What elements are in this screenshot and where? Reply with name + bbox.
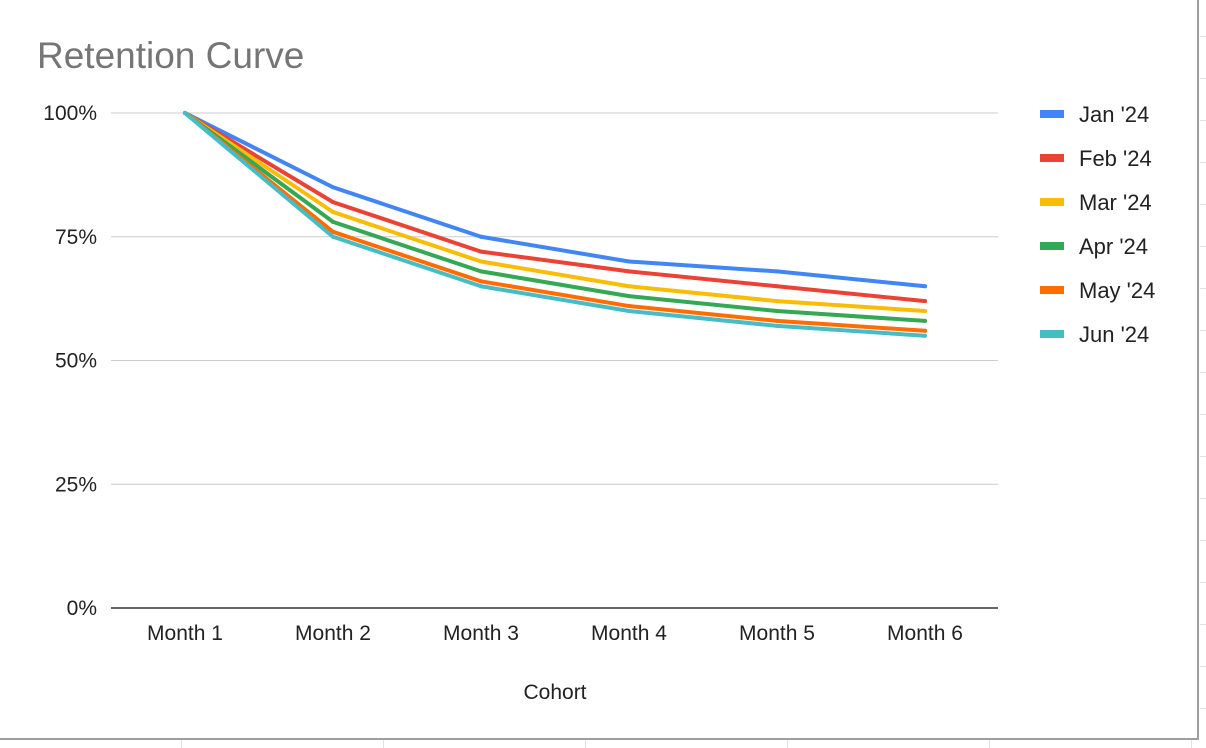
sheet-row-divider (1200, 204, 1206, 205)
sheet-row-divider (1200, 246, 1206, 247)
data-point[interactable] (479, 284, 483, 289)
data-point[interactable] (627, 309, 631, 313)
legend-swatch (1040, 330, 1064, 338)
legend-swatch (1040, 242, 1064, 250)
sheet-row-divider (1200, 78, 1206, 79)
data-point[interactable] (923, 328, 927, 333)
series-1[interactable] (183, 111, 927, 289)
x-tick-label: Month 2 (295, 622, 371, 645)
sheet-row-divider (1200, 666, 1206, 667)
data-point[interactable] (331, 219, 335, 224)
sheet-row-divider (1200, 540, 1206, 541)
sheet-row-divider (1200, 330, 1206, 331)
sheet-row-divider (1200, 456, 1206, 457)
sheet-row-divider (1200, 498, 1206, 499)
sheet-row-divider (1200, 414, 1206, 415)
series-5[interactable] (183, 111, 927, 333)
data-point[interactable] (479, 234, 483, 239)
data-point[interactable] (479, 269, 483, 274)
series-line[interactable] (183, 111, 927, 313)
series-6[interactable] (183, 111, 927, 338)
legend-swatch (1040, 198, 1064, 206)
sheet-row-divider (1200, 36, 1206, 37)
legend-item[interactable]: Feb '24 (1040, 146, 1152, 171)
x-tick-label: Month 5 (739, 622, 815, 645)
sheet-row-divider (1200, 288, 1206, 289)
data-point[interactable] (923, 333, 927, 338)
y-axis-ticks: 0% 25% 50% 75% 100% (43, 102, 97, 620)
data-point[interactable] (479, 249, 483, 254)
data-point[interactable] (775, 269, 779, 274)
sheet-row-divider (1200, 372, 1206, 373)
y-tick-label: 0% (67, 597, 97, 620)
sheet-row-divider (1200, 120, 1206, 121)
series-line[interactable] (183, 111, 927, 323)
x-tick-label: Month 4 (591, 622, 667, 645)
data-point[interactable] (331, 200, 335, 205)
legend-item[interactable]: Mar '24 (1040, 190, 1152, 215)
data-point[interactable] (627, 269, 631, 274)
legend-item[interactable]: Jun '24 (1040, 322, 1149, 347)
series-line[interactable] (183, 111, 927, 338)
gridlines (111, 112, 998, 609)
data-point[interactable] (627, 259, 631, 264)
legend-label: Apr '24 (1079, 234, 1148, 259)
series-line[interactable] (183, 111, 927, 304)
data-point[interactable] (627, 294, 631, 299)
legend-label: Jun '24 (1079, 322, 1149, 347)
legend-item[interactable]: Apr '24 (1040, 234, 1148, 259)
data-point[interactable] (331, 185, 335, 190)
legend-label: May '24 (1079, 278, 1155, 303)
series-lines[interactable] (183, 111, 927, 338)
data-point[interactable] (479, 259, 483, 264)
legend-item[interactable]: May '24 (1040, 278, 1155, 303)
legend-item[interactable]: Jan '24 (1040, 102, 1149, 127)
data-point[interactable] (331, 210, 335, 214)
series-line[interactable] (183, 111, 927, 333)
legend-label: Jan '24 (1079, 102, 1149, 127)
sheet-row-divider (1200, 582, 1206, 583)
chart-title[interactable]: Retention Curve (37, 35, 304, 76)
data-point[interactable] (775, 299, 779, 304)
legend-swatch (1040, 286, 1064, 294)
data-point[interactable] (331, 234, 335, 239)
y-tick-label: 100% (43, 102, 97, 125)
x-axis-ticks: Month 1 Month 2 Month 3 Month 4 Month 5 Month… (147, 622, 963, 645)
sheet-row-divider (1200, 708, 1206, 709)
data-point[interactable] (479, 279, 483, 284)
y-tick-label: 75% (55, 226, 97, 249)
legend-swatch (1040, 110, 1064, 118)
data-point[interactable] (923, 284, 927, 289)
legend-swatch (1040, 154, 1064, 162)
y-tick-label: 25% (55, 473, 97, 496)
legend-label: Feb '24 (1079, 146, 1152, 171)
x-tick-label: Month 3 (443, 622, 519, 645)
data-point[interactable] (923, 318, 927, 323)
data-point[interactable] (627, 284, 631, 289)
data-point[interactable] (775, 309, 779, 313)
x-axis-title[interactable]: Cohort (523, 681, 586, 704)
data-point[interactable] (775, 318, 779, 323)
legend-label: Mar '24 (1079, 190, 1152, 215)
data-point[interactable] (775, 323, 779, 328)
x-tick-label: Month 1 (147, 622, 223, 645)
sheet-row-divider (1200, 162, 1206, 163)
data-point[interactable] (923, 309, 927, 313)
data-point[interactable] (627, 304, 631, 309)
sheet-row-divider (1200, 624, 1206, 625)
x-tick-label: Month 6 (887, 622, 963, 645)
data-point[interactable] (923, 299, 927, 304)
data-point[interactable] (183, 111, 187, 115)
legend[interactable]: Jan '24 Feb '24 Mar '24 Apr '24 May '24 Jun '… (1040, 102, 1155, 347)
data-point[interactable] (331, 229, 335, 234)
series-line[interactable] (183, 111, 927, 289)
data-point[interactable] (775, 284, 779, 289)
y-tick-label: 50% (55, 350, 97, 373)
